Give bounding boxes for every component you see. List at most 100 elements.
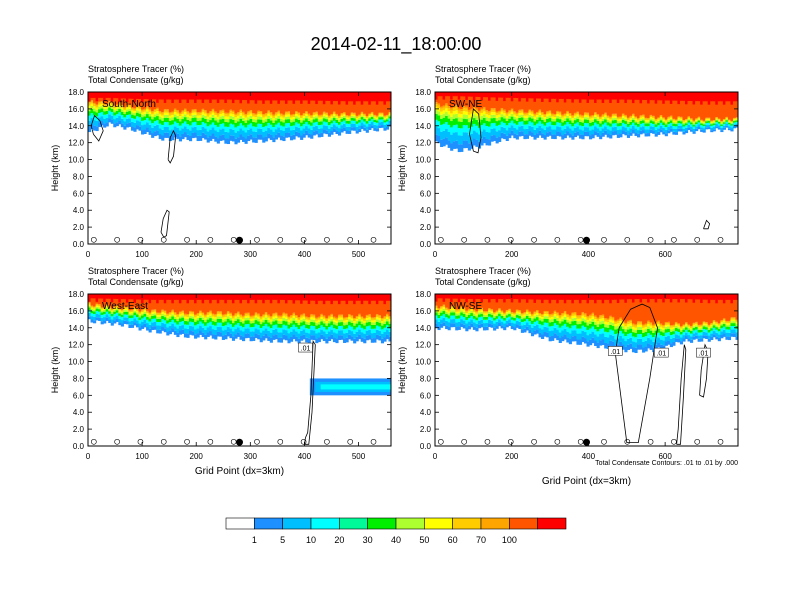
tracer-cell: [586, 112, 590, 114]
tracer-cell: [378, 100, 382, 113]
tracer-cell: [667, 298, 671, 322]
tracer-cell: [679, 334, 684, 338]
y-axis-label: Height (km): [50, 145, 60, 192]
tracer-cell: [530, 313, 535, 316]
contour-line: [624, 236, 631, 243]
tracer-cell: [599, 92, 603, 100]
tracer-cell: [705, 92, 709, 102]
tracer-cell: [455, 309, 459, 311]
tracer-cell: [720, 320, 724, 323]
tracer-cell: [315, 130, 319, 135]
tracer-cell: [211, 110, 215, 113]
tracer-cell: [234, 115, 238, 118]
tracer-cell: [720, 124, 724, 127]
y-tick-label: 16.0: [68, 307, 84, 316]
tracer-cell: [604, 98, 608, 113]
tracer-cell: [168, 120, 172, 126]
plot-area: .01.01.01: [435, 294, 738, 446]
tracer-cell: [277, 327, 281, 333]
tracer-cell: [553, 116, 557, 119]
tracer-cell: [548, 336, 552, 342]
tracer-cell: [337, 314, 342, 316]
tracer-cell: [229, 294, 233, 300]
tracer-cell: [310, 116, 314, 119]
tracer-cell: [242, 323, 246, 328]
tracer-cell: [659, 118, 663, 121]
tracer-cell: [317, 316, 321, 319]
tracer-cell: [498, 130, 502, 137]
tracer-cell: [589, 339, 593, 346]
tracer-cell: [664, 99, 668, 120]
tracer-cell: [682, 121, 686, 123]
tracer-cell: [455, 311, 459, 314]
tracer-cell: [644, 120, 648, 122]
tracer-cell: [687, 122, 691, 125]
tracer-cell: [383, 316, 387, 318]
tracer-cell: [440, 312, 444, 316]
tracer-cell: [435, 102, 439, 105]
tracer-cell: [452, 92, 456, 97]
tracer-cell: [647, 118, 651, 121]
tracer-cell: [601, 328, 605, 334]
tracer-cell: [295, 126, 299, 132]
tracer-cell: [272, 122, 276, 127]
tracer-cell: [568, 315, 572, 317]
y-tick-label: 16.0: [68, 105, 84, 114]
tracer-cell: [206, 131, 210, 138]
tracer-cell: [450, 306, 454, 308]
tracer-cell: [383, 327, 387, 333]
tracer-cell: [488, 319, 492, 324]
tracer-cell: [687, 335, 691, 339]
y-tick-label: 4.0: [73, 408, 85, 417]
tracer-cell: [578, 98, 583, 115]
tracer-cell: [262, 330, 266, 336]
tracer-cell: [302, 329, 306, 335]
tracer-cell: [317, 318, 321, 320]
tracer-cell: [500, 132, 504, 139]
tracer-cell: [95, 306, 99, 309]
tracer-cell: [543, 119, 547, 122]
tracer-cell: [465, 327, 469, 332]
tracer-cell: [88, 126, 92, 133]
tracer-cell: [95, 304, 99, 306]
tracer-cell: [712, 320, 716, 323]
tracer-cell: [166, 112, 170, 115]
tracer-cell: [388, 120, 391, 124]
tracer-cell: [340, 125, 344, 130]
tracer-cell: [684, 130, 689, 134]
tracer-cell: [573, 294, 577, 300]
tracer-cell: [360, 319, 364, 322]
tracer-cell: [236, 294, 241, 300]
tracer-cell: [209, 321, 213, 327]
tracer-cell: [462, 317, 466, 321]
tracer-cell: [581, 330, 585, 337]
tracer-cell: [262, 115, 266, 118]
tracer-cell: [110, 319, 114, 323]
tracer-cell: [307, 318, 311, 321]
tracer-cell: [173, 330, 177, 335]
tracer-cell: [697, 324, 701, 326]
tracer-cell: [196, 316, 200, 319]
tracer-cell: [472, 318, 476, 323]
tracer-cell: [290, 92, 294, 101]
tracer-cell: [368, 114, 372, 116]
tracer-cell: [452, 305, 456, 308]
tracer-cell: [672, 122, 676, 124]
tracer-cell: [725, 116, 729, 118]
tracer-cell: [113, 110, 117, 113]
tracer-cell: [90, 310, 94, 314]
tracer-cell: [485, 316, 489, 320]
tracer-cell: [284, 114, 289, 117]
tracer-cell: [254, 312, 258, 314]
tracer-cell: [105, 106, 109, 109]
tracer-cell: [583, 316, 588, 320]
tracer-cell: [287, 111, 291, 113]
tracer-cell: [360, 321, 364, 325]
tracer-cell: [614, 116, 618, 118]
tracer-cell: [649, 327, 653, 331]
tracer-cell: [541, 315, 545, 318]
tracer-cell: [135, 106, 140, 109]
tracer-cell: [490, 135, 494, 142]
tracer-cell: [355, 126, 359, 131]
tracer-cell: [667, 118, 671, 121]
